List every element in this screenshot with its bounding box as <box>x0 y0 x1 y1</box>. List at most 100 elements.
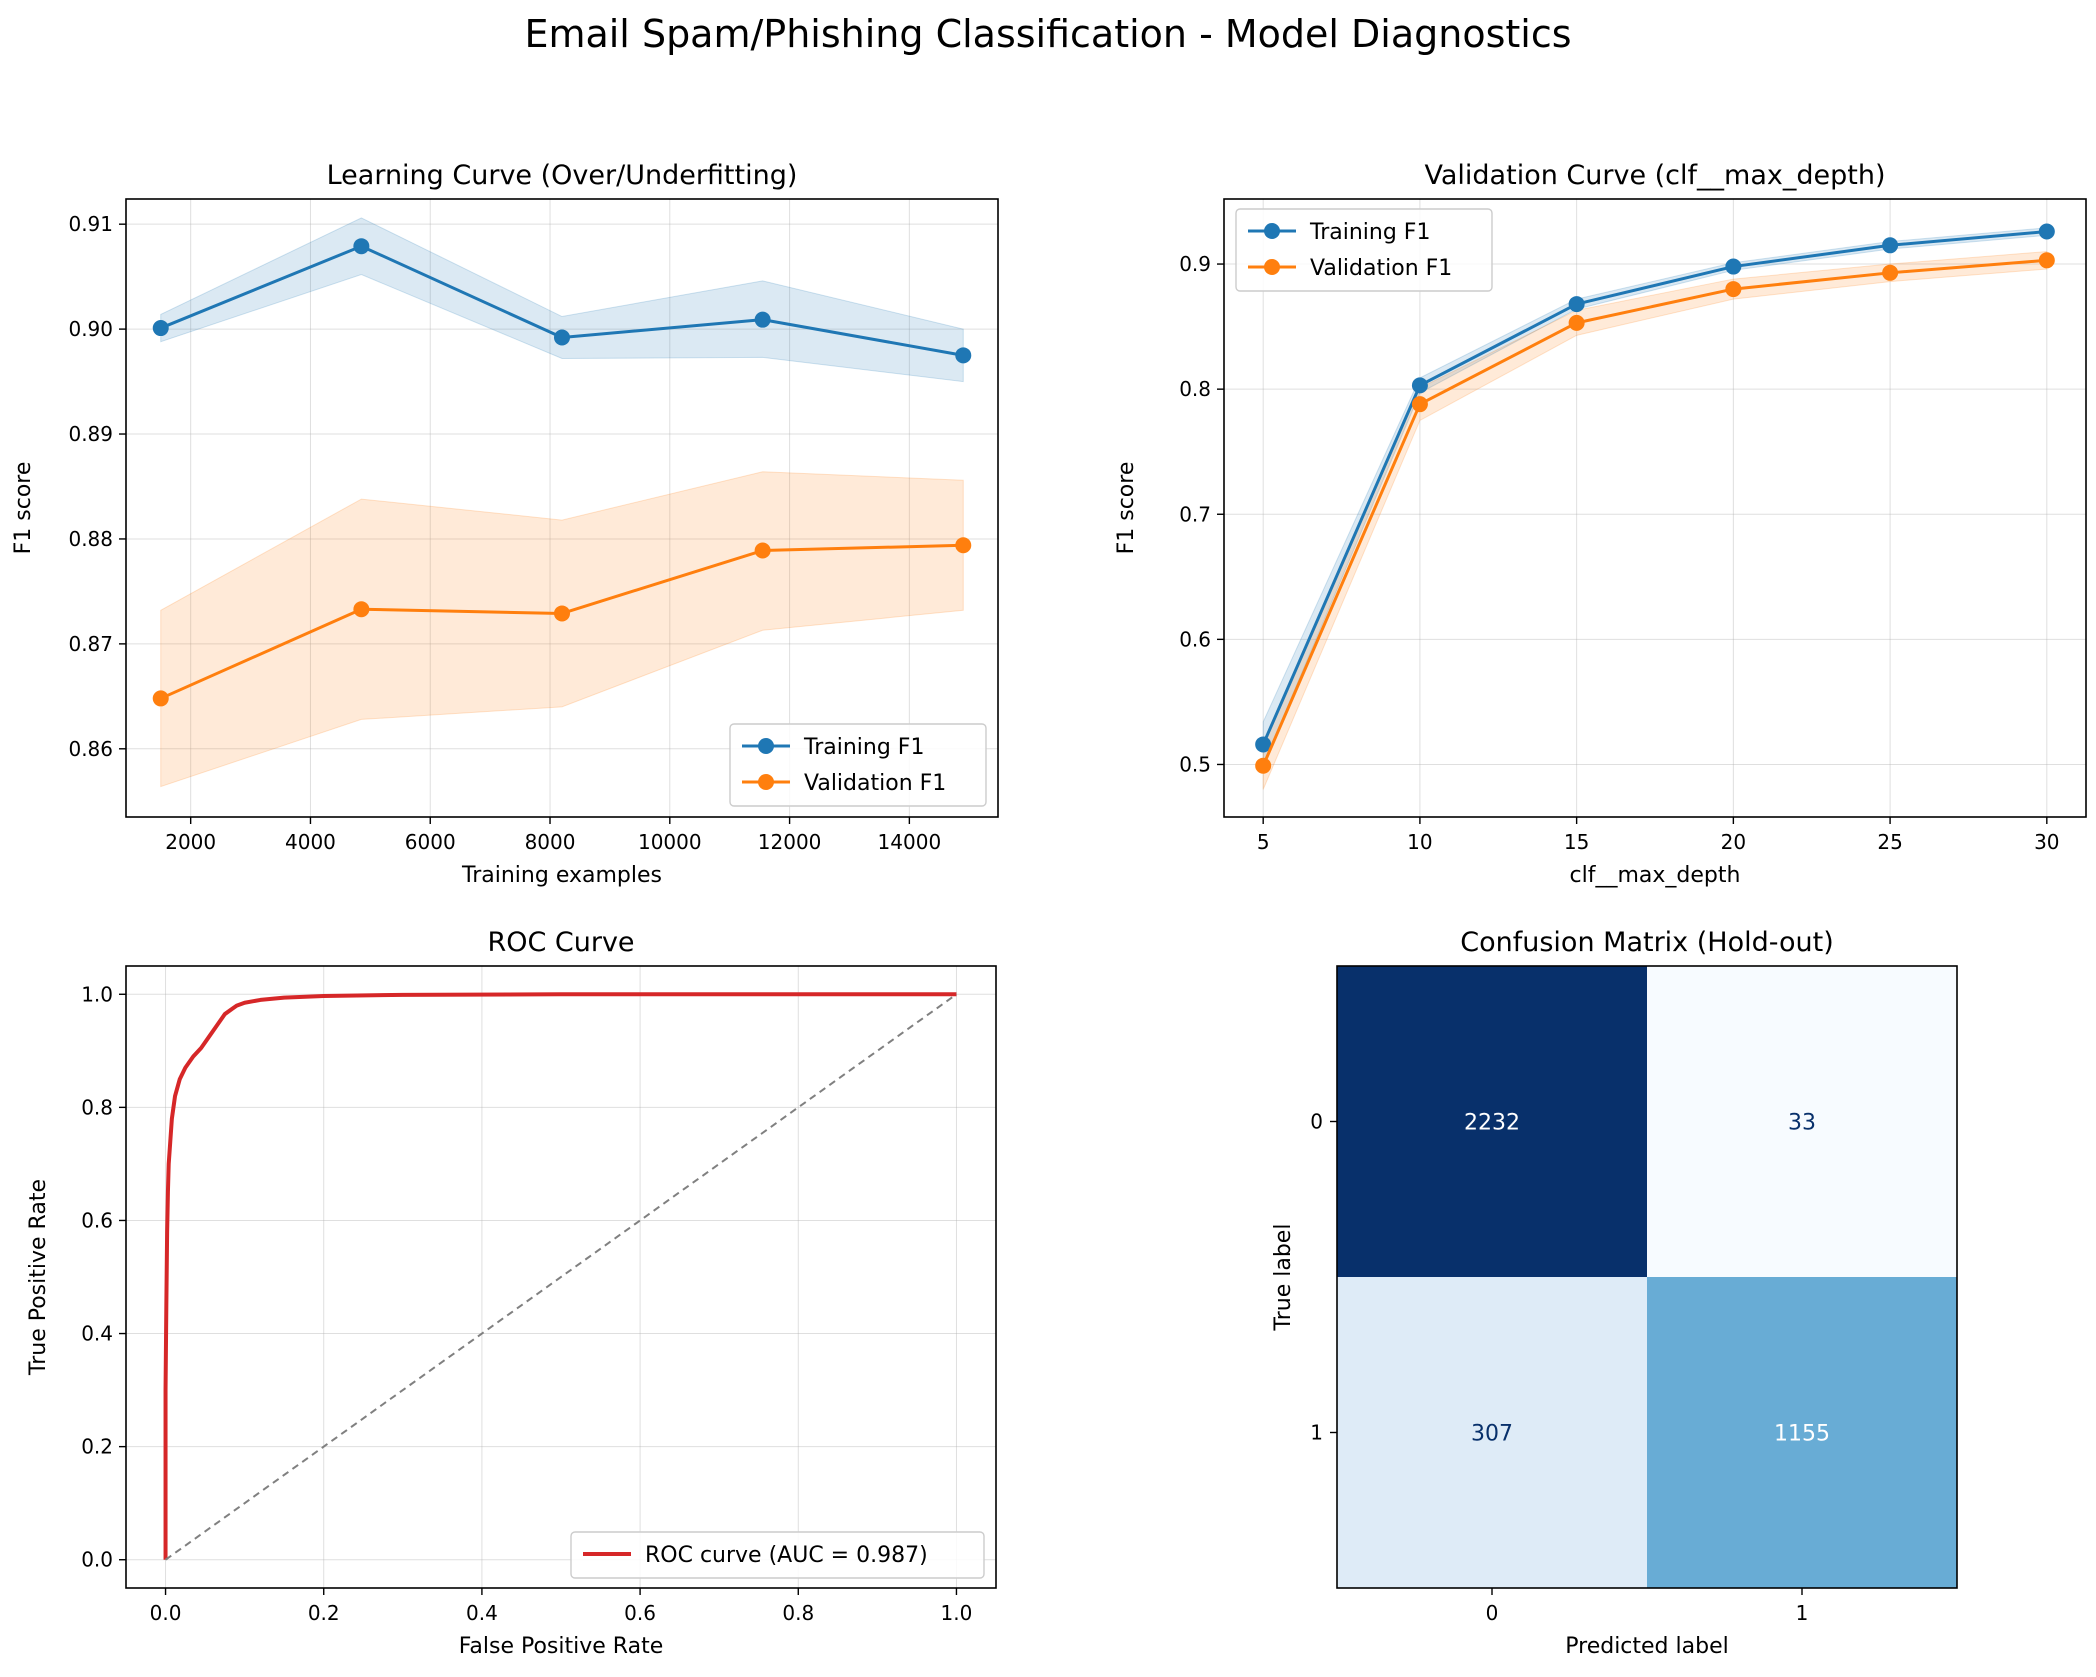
x-tick-label: 2000 <box>165 830 216 854</box>
legend-entry-label: Validation F1 <box>1310 256 1452 281</box>
legend-entry-label: Training F1 <box>1309 220 1430 245</box>
x-tick-label: 10 <box>1407 830 1432 854</box>
data-point <box>1411 396 1428 413</box>
y-axis-label: True label <box>1271 1224 1296 1332</box>
heatmap-cell-label: 307 <box>1471 1422 1513 1447</box>
axes-frame <box>125 965 997 1589</box>
roc-curve-panel: 0.0 0.2 0.4 0.6 0.8 1.0 0.0 0.2 0.4 0.6 0.8 1.0 ROC … <box>26 927 997 1659</box>
panel-title: ROC Curve <box>487 927 634 958</box>
series-line <box>164 993 958 1561</box>
data-point <box>2038 223 2055 240</box>
series-line <box>1261 230 2047 746</box>
x-tick-label: 0.2 <box>308 1601 340 1625</box>
x-tick-label: 4000 <box>285 830 336 854</box>
validation-curve-panel: 5 10 15 20 25 30 0.5 0.6 0.7 0.8 0.9 Validation Cur… <box>1114 160 2087 888</box>
x-tick-label: 10000 <box>638 830 702 854</box>
x-tick-label: 0.4 <box>466 1601 498 1625</box>
y-axis-label: F1 score <box>1114 462 1139 555</box>
legend-box <box>729 723 987 807</box>
series-line <box>163 992 957 1560</box>
legend-swatch-marker <box>1264 259 1280 275</box>
x-tick-label: 5 <box>1257 830 1270 854</box>
learning-curve-panel: 2000 4000 6000 8000 10000 12000 14000 0.86 0.87 0… <box>11 160 999 888</box>
y-tick-label: 0 <box>1310 1110 1323 1134</box>
x-tick-label: 8000 <box>525 830 576 854</box>
data-point <box>1725 258 1742 275</box>
legend-swatch-marker <box>1264 223 1280 239</box>
x-axis-label: Training examples <box>461 863 662 888</box>
y-tick-label: 0.5 <box>1179 752 1211 776</box>
x-tick-label: 30 <box>2034 830 2059 854</box>
y-tick-label: 0.2 <box>81 1435 113 1459</box>
y-tick-label: 0.88 <box>68 527 113 551</box>
x-axis-label: clf__max_depth <box>1570 863 1741 888</box>
data-point <box>1568 296 1585 313</box>
data-point <box>955 347 972 364</box>
panel-title: Confusion Matrix (Hold-out) <box>1460 927 1833 958</box>
y-tick-label: 0.86 <box>68 737 113 761</box>
y-tick-label: 0.4 <box>81 1322 113 1346</box>
y-tick-label: 0.8 <box>1179 377 1211 401</box>
data-point <box>152 690 169 707</box>
data-point <box>955 537 972 554</box>
legend-swatch-marker <box>758 774 774 790</box>
x-axis-label: False Positive Rate <box>459 1634 663 1659</box>
axes-frame <box>1223 198 2087 818</box>
x-tick-label: 1 <box>1796 1601 1809 1625</box>
y-tick-label: 0.0 <box>81 1548 113 1572</box>
x-tick-label: 14000 <box>878 830 942 854</box>
data-point <box>1725 281 1742 298</box>
data-point <box>554 329 570 346</box>
heatmap-cell <box>1337 1277 1647 1588</box>
heatmap-cell-label: 33 <box>1788 1111 1816 1136</box>
data-point <box>754 542 771 559</box>
data-point <box>1568 314 1585 331</box>
heatmap-cell <box>1647 1277 1957 1588</box>
heatmap-cell <box>1647 966 1957 1277</box>
y-tick-label: 0.90 <box>68 317 113 341</box>
data-point <box>2038 252 2055 269</box>
x-tick-label: 25 <box>1877 830 1902 854</box>
y-tick-label: 0.89 <box>68 422 113 446</box>
y-tick-label: 0.87 <box>68 632 113 656</box>
y-tick-label: 0.9 <box>1179 252 1211 276</box>
y-tick-label: 1.0 <box>81 982 113 1006</box>
heatmap-cell-label: 2232 <box>1464 1111 1520 1136</box>
y-axis-label: F1 score <box>11 462 36 555</box>
data-point <box>1255 736 1272 753</box>
legend-box <box>570 1531 985 1579</box>
data-point <box>1882 237 1899 254</box>
x-tick-label: 1.0 <box>941 1601 973 1625</box>
heatmap-cell <box>1337 966 1647 1277</box>
axes-frame <box>125 198 999 818</box>
legend-entry-label: Validation F1 <box>804 771 946 796</box>
data-point <box>1255 757 1272 774</box>
y-tick-label: 0.8 <box>81 1095 113 1119</box>
confusion-matrix-panel: 2232 33 307 1155 0 1 0 1 Confusion Matrix (Hold-… <box>1271 927 1958 1659</box>
heatmap-cell-label: 1155 <box>1774 1422 1830 1447</box>
x-tick-label: 0.0 <box>150 1601 182 1625</box>
x-tick-label: 15 <box>1564 830 1589 854</box>
panel-title: Validation Curve (clf__max_depth) <box>1425 160 1886 191</box>
figure-suptitle: Email Spam/Phishing Classification - Mod… <box>524 12 1571 56</box>
series-line <box>1261 258 2047 767</box>
x-tick-label: 20 <box>1721 830 1746 854</box>
panel-title: Learning Curve (Over/Underfitting) <box>327 160 798 191</box>
x-tick-label: 12000 <box>758 830 822 854</box>
legend-entry-label: ROC curve (AUC = 0.987) <box>645 1543 928 1568</box>
y-tick-label: 0.91 <box>68 212 113 236</box>
axes-frame <box>1336 965 1958 1589</box>
data-point <box>152 320 169 337</box>
legend-entry-label: Training F1 <box>803 735 924 760</box>
legend-box <box>1235 208 1493 292</box>
y-tick-label: 0.7 <box>1179 502 1211 526</box>
data-point <box>554 605 570 622</box>
y-tick-label: 0.6 <box>81 1208 113 1232</box>
confidence-band <box>160 217 964 383</box>
x-tick-label: 0 <box>1486 1601 1499 1625</box>
data-point <box>353 601 370 618</box>
y-tick-label: 1 <box>1310 1421 1323 1445</box>
x-tick-label: 6000 <box>405 830 456 854</box>
y-tick-label: 0.6 <box>1179 627 1211 651</box>
